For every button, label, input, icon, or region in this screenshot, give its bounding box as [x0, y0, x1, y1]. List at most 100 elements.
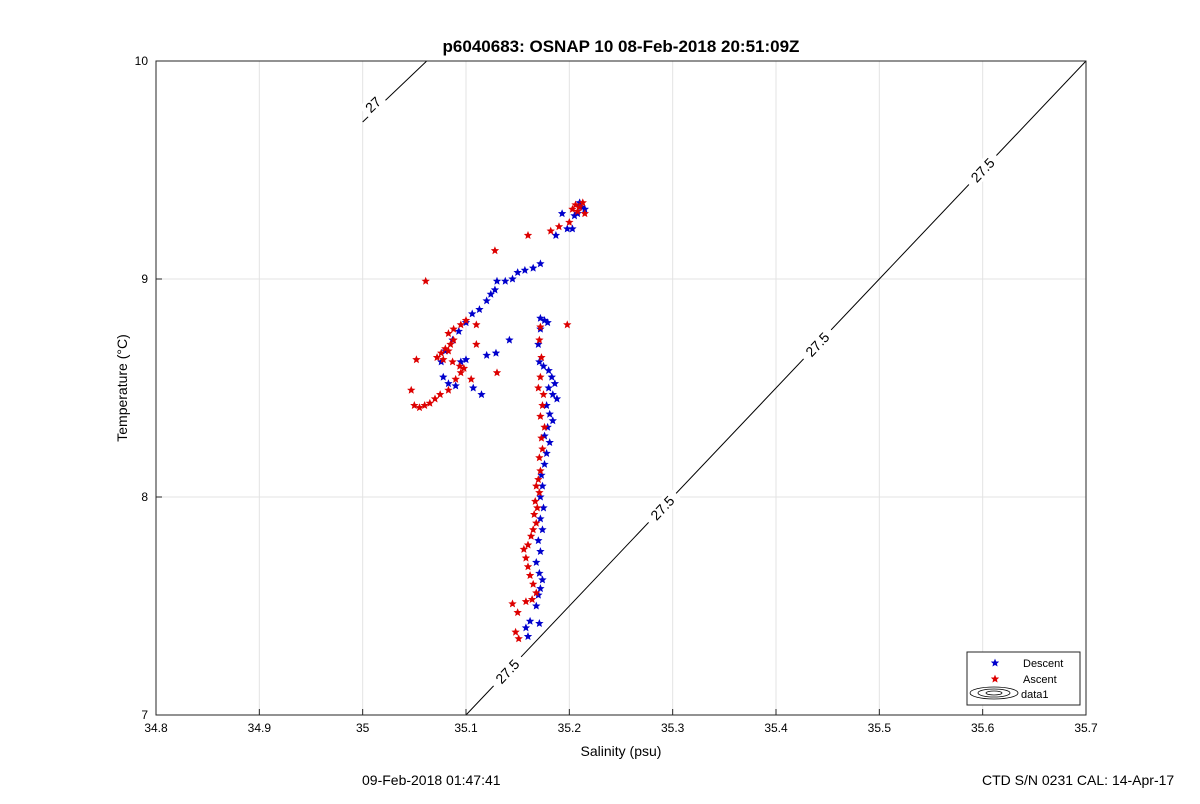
x-tick-label: 35.4: [764, 721, 788, 735]
ascent-point: [430, 394, 440, 403]
x-tick-label: 35.3: [661, 721, 685, 735]
ascent-point: [565, 217, 574, 226]
legend-label-ascent: Ascent: [1023, 674, 1057, 686]
ascent-point: [492, 368, 502, 377]
contour-label: 27: [358, 90, 388, 119]
descent-point: [538, 525, 547, 534]
descent-point: [482, 350, 491, 359]
ascent-point: [523, 231, 533, 239]
x-tick-label: 34.9: [248, 721, 272, 735]
legend-marker-descent: [990, 658, 1000, 667]
legend-item-data1: data1: [969, 686, 1049, 701]
descent-point: [535, 568, 544, 577]
descent-point: [543, 318, 552, 327]
descent-point: [547, 372, 556, 381]
legend-item-descent: Descent: [990, 658, 1063, 670]
ascent-point: [446, 340, 455, 348]
legend-star: [990, 674, 1000, 683]
ascent-point: [456, 320, 466, 329]
ascent-point: [466, 374, 476, 383]
ascent-point: [534, 383, 543, 392]
descent-point: [468, 309, 477, 318]
ascent-point: [415, 403, 424, 412]
x-axis-ticks: 34.8 34.9 35 35.1 35.2 35.3 35.4 35.5 35.6 35.7: [144, 709, 1098, 735]
ascent-point: [563, 320, 572, 329]
y-tick-label: 7: [141, 708, 148, 722]
contour-label: 27.5: [642, 487, 682, 528]
descent-point: [486, 289, 495, 298]
descent-point: [540, 459, 549, 468]
footer-ctd-info: CTD S/N 0231 CAL: 14-Apr-17: [982, 772, 1175, 788]
descent-point: [548, 390, 557, 399]
descent-point: [456, 357, 466, 366]
descent-point: [545, 438, 554, 447]
ascent-point: [407, 385, 416, 394]
ascent-point: [508, 599, 517, 608]
descent-point: [491, 348, 501, 357]
ascent-point: [536, 466, 545, 475]
ascent-point: [444, 329, 453, 338]
ascent-point: [527, 595, 537, 604]
x-tick-label: 35.7: [1074, 721, 1098, 735]
ascent-point: [573, 207, 582, 215]
ascent-point: [533, 503, 542, 512]
x-tick-label: 35.5: [868, 721, 892, 735]
ascent-point: [540, 422, 549, 431]
descent-point: [482, 296, 491, 305]
ascent-point: [534, 475, 543, 484]
ascent-point: [435, 390, 445, 399]
descent-point: [548, 416, 557, 425]
descent-point: [536, 492, 545, 501]
descent-point: [536, 547, 545, 556]
ascent-point: [449, 335, 458, 344]
ascent-point: [490, 246, 500, 255]
descent-point: [439, 372, 448, 381]
ascent-point: [536, 322, 545, 331]
descent-point: [475, 305, 484, 314]
x-tick-label: 35.1: [454, 721, 478, 735]
contour-label-gap: [358, 90, 388, 119]
ascent-point: [536, 411, 545, 420]
ascent-point: [472, 320, 481, 329]
ascent-point: [530, 510, 539, 518]
plot-area-frame: [155, 60, 1087, 716]
legend-label-data1: data1: [1021, 689, 1049, 701]
ascent-point: [519, 544, 529, 553]
legend-marker-ascent: [990, 674, 1000, 683]
descent-point: [539, 503, 548, 512]
ascent-point: [535, 335, 544, 344]
ascent-point: [535, 453, 544, 462]
descent-point: [525, 616, 535, 625]
descent-point: [551, 231, 561, 239]
ascent-point: [444, 385, 453, 394]
descent-point: [536, 514, 545, 523]
descent-point: [545, 409, 554, 418]
legend-item-ascent: Ascent: [990, 674, 1057, 686]
x-tick-label: 35.2: [558, 721, 582, 735]
descent-point: [538, 481, 547, 490]
x-tick-label: 34.8: [144, 721, 168, 735]
ascent-point: [439, 355, 448, 364]
descent-point: [492, 276, 502, 285]
descent-point: [539, 361, 548, 370]
ascent-point: [514, 634, 523, 643]
descent-point: [454, 326, 463, 335]
contour-label-gap: [797, 324, 837, 365]
ascent-point: [532, 481, 541, 490]
descent-point: [501, 276, 510, 285]
chart-title: p6040683: OSNAP 10 08-Feb-2018 20:51:09Z: [443, 37, 800, 56]
ascent-point: [444, 346, 453, 355]
descent-point: [536, 584, 545, 593]
ascent-point: [451, 374, 460, 383]
descent-point: [523, 632, 533, 641]
ascent-point: [521, 553, 531, 562]
descent-point: [542, 449, 551, 457]
descent-point: [538, 575, 547, 584]
legend-marker-contour: [969, 686, 1019, 700]
contour-label: 27.5: [487, 651, 527, 692]
descent-point: [552, 394, 562, 403]
descent-point: [570, 211, 579, 220]
y-tick-label: 9: [141, 272, 148, 286]
ascent-point: [456, 368, 466, 377]
ascent-point: [535, 488, 544, 497]
